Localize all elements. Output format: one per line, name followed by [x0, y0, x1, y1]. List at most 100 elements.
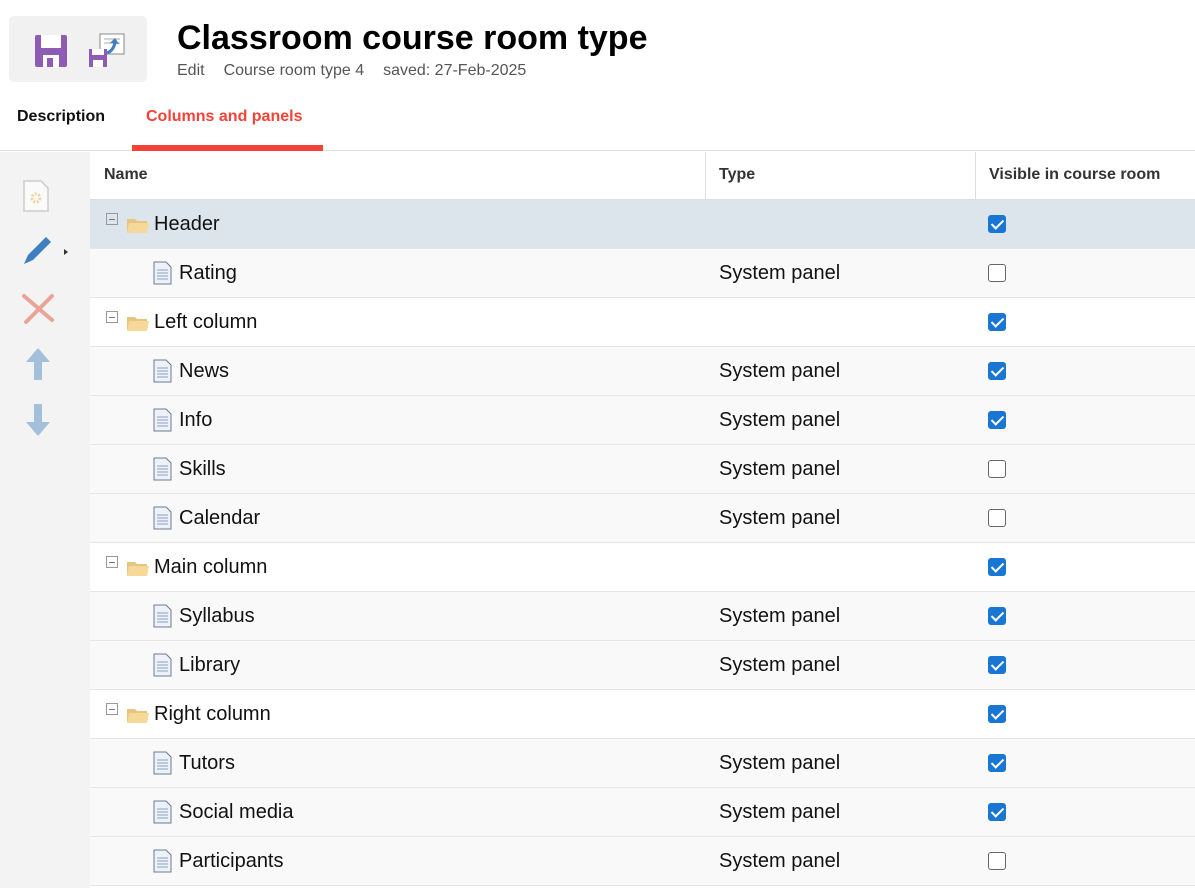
visible-cell	[976, 592, 1195, 640]
visible-cell	[976, 396, 1195, 444]
name-cell: Main column	[90, 543, 706, 591]
visible-checkbox[interactable]	[988, 656, 1006, 674]
type-cell: System panel	[719, 457, 841, 480]
name-cell: Skills	[90, 445, 706, 493]
visible-checkbox[interactable]	[988, 754, 1006, 772]
visible-checkbox[interactable]	[988, 509, 1006, 527]
collapse-toggle-icon[interactable]	[106, 703, 118, 715]
tree-row-panel[interactable]: Library System panel	[90, 641, 1195, 690]
save-as-icon[interactable]	[87, 31, 127, 71]
type-cell	[706, 298, 976, 346]
toolbar	[9, 16, 147, 82]
document-icon	[152, 457, 174, 481]
visible-cell	[976, 347, 1195, 395]
collapse-toggle-icon[interactable]	[106, 213, 118, 225]
record-name: Course room type 4	[223, 62, 365, 79]
type-cell: System panel	[719, 751, 841, 774]
saved-date: saved: 27-Feb-2025	[383, 62, 527, 79]
visible-checkbox[interactable]	[988, 558, 1006, 576]
tree-row-panel[interactable]: Info System panel	[90, 396, 1195, 445]
visible-checkbox[interactable]	[988, 803, 1006, 821]
tree-row-panel[interactable]: Skills System panel	[90, 445, 1195, 494]
panels-tree-grid: Name Type Visible in course room Header R…	[90, 152, 1195, 886]
type-cell	[706, 543, 976, 591]
name-cell: Syllabus	[90, 592, 706, 640]
tab-bar: Description Columns and panels	[0, 96, 1195, 151]
tree-row-panel[interactable]: Rating System panel	[90, 249, 1195, 298]
document-icon	[152, 751, 174, 775]
edit-icon[interactable]	[20, 234, 68, 270]
visible-checkbox[interactable]	[988, 411, 1006, 429]
document-icon	[152, 800, 174, 824]
document-icon	[152, 408, 174, 432]
column-header-visible[interactable]: Visible in course room	[989, 166, 1161, 183]
document-icon	[152, 849, 174, 873]
tree-row-folder[interactable]: Main column	[90, 543, 1195, 592]
visible-cell	[976, 298, 1195, 346]
collapse-toggle-icon[interactable]	[106, 556, 118, 568]
column-header-type[interactable]: Type	[706, 152, 976, 199]
name-cell: Participants	[90, 837, 706, 885]
tree-row-folder[interactable]: Left column	[90, 298, 1195, 347]
row-name: Social media	[179, 800, 294, 823]
visible-checkbox[interactable]	[988, 705, 1006, 723]
row-name: Left column	[154, 310, 258, 333]
collapse-toggle-icon[interactable]	[106, 311, 118, 323]
visible-checkbox[interactable]	[988, 852, 1006, 870]
grid-header: Name Type Visible in course room	[90, 152, 1195, 200]
tree-row-panel[interactable]: News System panel	[90, 347, 1195, 396]
name-cell: Library	[90, 641, 706, 689]
visible-checkbox[interactable]	[988, 362, 1006, 380]
visible-cell	[976, 200, 1195, 248]
document-icon	[152, 604, 174, 628]
name-cell: Calendar	[90, 494, 706, 542]
visible-cell	[976, 641, 1195, 689]
save-icon[interactable]	[31, 31, 71, 71]
name-cell: Info	[90, 396, 706, 444]
tree-row-panel[interactable]: Participants System panel	[90, 837, 1195, 886]
row-name: Info	[179, 408, 213, 431]
tree-row-panel[interactable]: Social media System panel	[90, 788, 1195, 837]
type-cell: System panel	[719, 800, 841, 823]
tree-row-folder[interactable]: Header	[90, 200, 1195, 249]
folder-open-icon	[126, 556, 150, 578]
visible-cell	[976, 739, 1195, 787]
visible-checkbox[interactable]	[988, 215, 1006, 233]
document-icon	[152, 359, 174, 383]
delete-icon[interactable]	[20, 290, 56, 326]
tree-row-panel[interactable]: Tutors System panel	[90, 739, 1195, 788]
visible-checkbox[interactable]	[988, 607, 1006, 625]
move-up-icon[interactable]	[20, 346, 56, 382]
name-cell: Right column	[90, 690, 706, 738]
tab-columns-and-panels[interactable]: Columns and panels	[132, 96, 323, 151]
row-name: Participants	[179, 849, 284, 872]
visible-checkbox[interactable]	[988, 264, 1006, 282]
row-name: Syllabus	[179, 604, 255, 627]
folder-open-icon	[126, 213, 150, 235]
visible-cell	[976, 690, 1195, 738]
name-cell: Tutors	[90, 739, 706, 787]
new-panel-icon[interactable]	[20, 178, 56, 214]
visible-cell	[976, 788, 1195, 836]
tab-description[interactable]: Description	[17, 108, 106, 125]
type-cell: System panel	[719, 261, 841, 284]
tree-row-panel[interactable]: Syllabus System panel	[90, 592, 1195, 641]
name-cell: Left column	[90, 298, 706, 346]
type-cell: System panel	[719, 408, 841, 431]
tree-row-panel[interactable]: Calendar System panel	[90, 494, 1195, 543]
row-name: Right column	[154, 702, 271, 725]
type-cell: System panel	[719, 506, 841, 529]
tree-row-folder[interactable]: Right column	[90, 690, 1195, 739]
row-name: Main column	[154, 555, 268, 578]
visible-checkbox[interactable]	[988, 460, 1006, 478]
column-header-name[interactable]: Name	[90, 152, 706, 199]
row-name: Library	[179, 653, 241, 676]
move-down-icon[interactable]	[20, 402, 56, 438]
visible-cell	[976, 837, 1195, 885]
name-cell: Social media	[90, 788, 706, 836]
type-cell: System panel	[719, 653, 841, 676]
visible-checkbox[interactable]	[988, 313, 1006, 331]
visible-cell	[976, 494, 1195, 542]
document-icon	[152, 653, 174, 677]
document-icon	[152, 261, 174, 285]
